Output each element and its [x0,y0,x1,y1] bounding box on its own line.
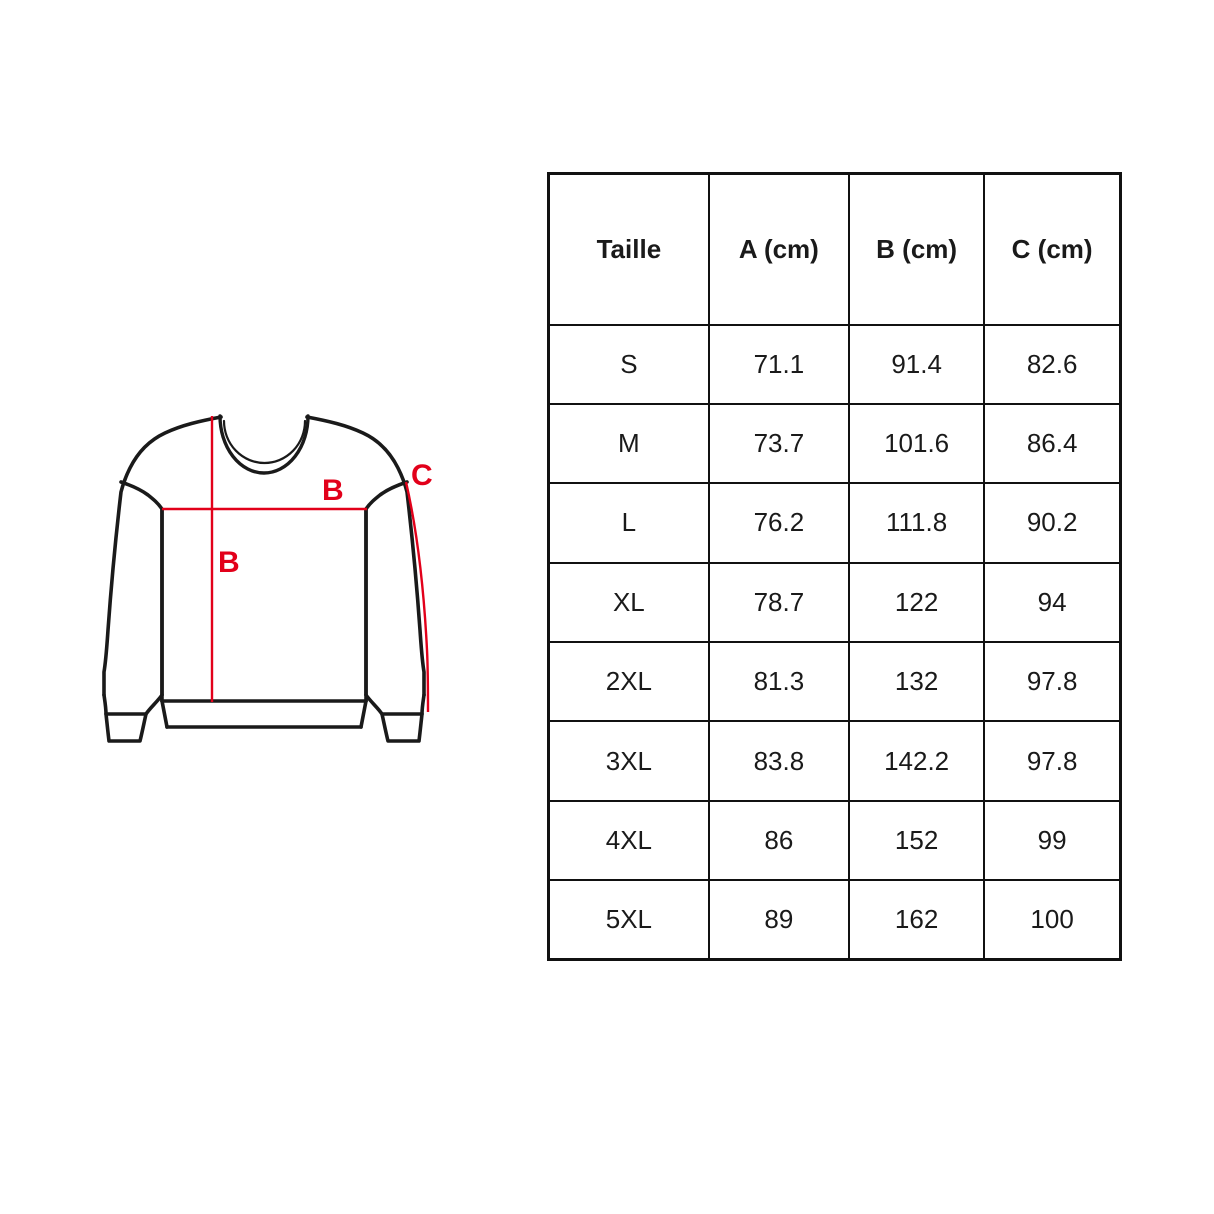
svg-text:B: B [322,474,344,507]
svg-text:C: C [411,459,433,492]
svg-text:B: B [218,546,240,579]
